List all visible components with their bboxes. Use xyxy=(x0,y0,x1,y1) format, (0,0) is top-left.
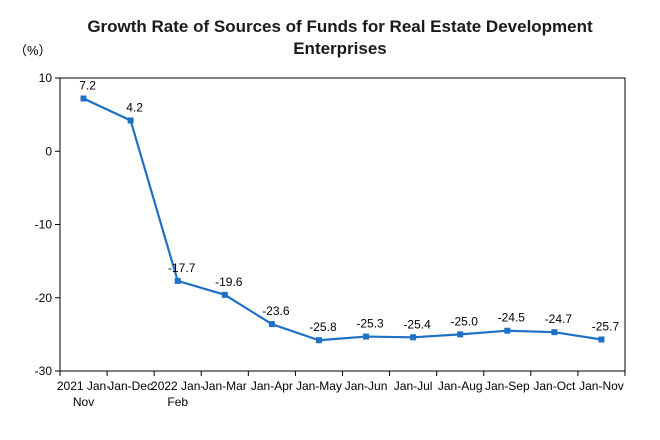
x-tick-label: Jan-Dec xyxy=(108,379,153,393)
data-point xyxy=(504,327,511,334)
y-tick-label: -10 xyxy=(35,218,53,232)
x-tick-label: Jan-Mar xyxy=(203,379,247,393)
data-label: -17.7 xyxy=(168,261,196,275)
data-label: 4.2 xyxy=(126,100,143,114)
chart-title: Growth Rate of Sources of Funds for Real… xyxy=(87,17,593,58)
data-point xyxy=(551,329,558,336)
x-tick-label: Jan-Apr xyxy=(251,379,293,393)
plot-frame xyxy=(59,77,626,372)
data-point xyxy=(174,277,181,284)
data-point xyxy=(363,333,370,340)
x-tick-label: 2021 Jan-Nov xyxy=(57,379,110,409)
y-unit-label: （%） xyxy=(14,43,52,58)
x-tick-label: Jan-May xyxy=(296,379,342,393)
data-point xyxy=(598,336,605,343)
data-point xyxy=(315,337,322,344)
data-label: -25.3 xyxy=(356,317,384,331)
x-tick-label: Jan-Oct xyxy=(533,379,576,393)
data-label: -25.4 xyxy=(403,317,431,331)
data-label: -19.6 xyxy=(215,275,243,289)
y-tick-label: -30 xyxy=(35,364,53,378)
data-point xyxy=(410,334,417,341)
x-tick-label: Jan-Jul xyxy=(394,379,433,393)
y-tick-label: -20 xyxy=(35,291,53,305)
data-point xyxy=(80,95,87,102)
data-label: -24.5 xyxy=(498,311,526,325)
data-label: -25.8 xyxy=(309,320,337,334)
y-tick-label: 0 xyxy=(45,144,52,158)
data-label: -25.0 xyxy=(451,314,479,328)
data-point xyxy=(127,117,134,124)
x-tick-label: Jan-Jun xyxy=(345,379,388,393)
data-label: -25.7 xyxy=(592,320,620,334)
x-tick-label: Jan-Nov xyxy=(579,379,624,393)
x-tick-label: 2022 Jan-Feb xyxy=(151,379,204,409)
x-tick-label: Jan-Sep xyxy=(485,379,530,393)
data-point xyxy=(457,331,464,338)
series-line xyxy=(83,97,602,342)
x-tick-label: Jan-Aug xyxy=(438,379,483,393)
y-tick-label: 10 xyxy=(39,71,53,85)
data-point xyxy=(268,321,275,328)
data-point xyxy=(221,291,228,298)
data-label: 7.2 xyxy=(79,79,96,93)
data-label: -24.7 xyxy=(545,312,573,326)
data-label: -23.6 xyxy=(262,304,290,318)
